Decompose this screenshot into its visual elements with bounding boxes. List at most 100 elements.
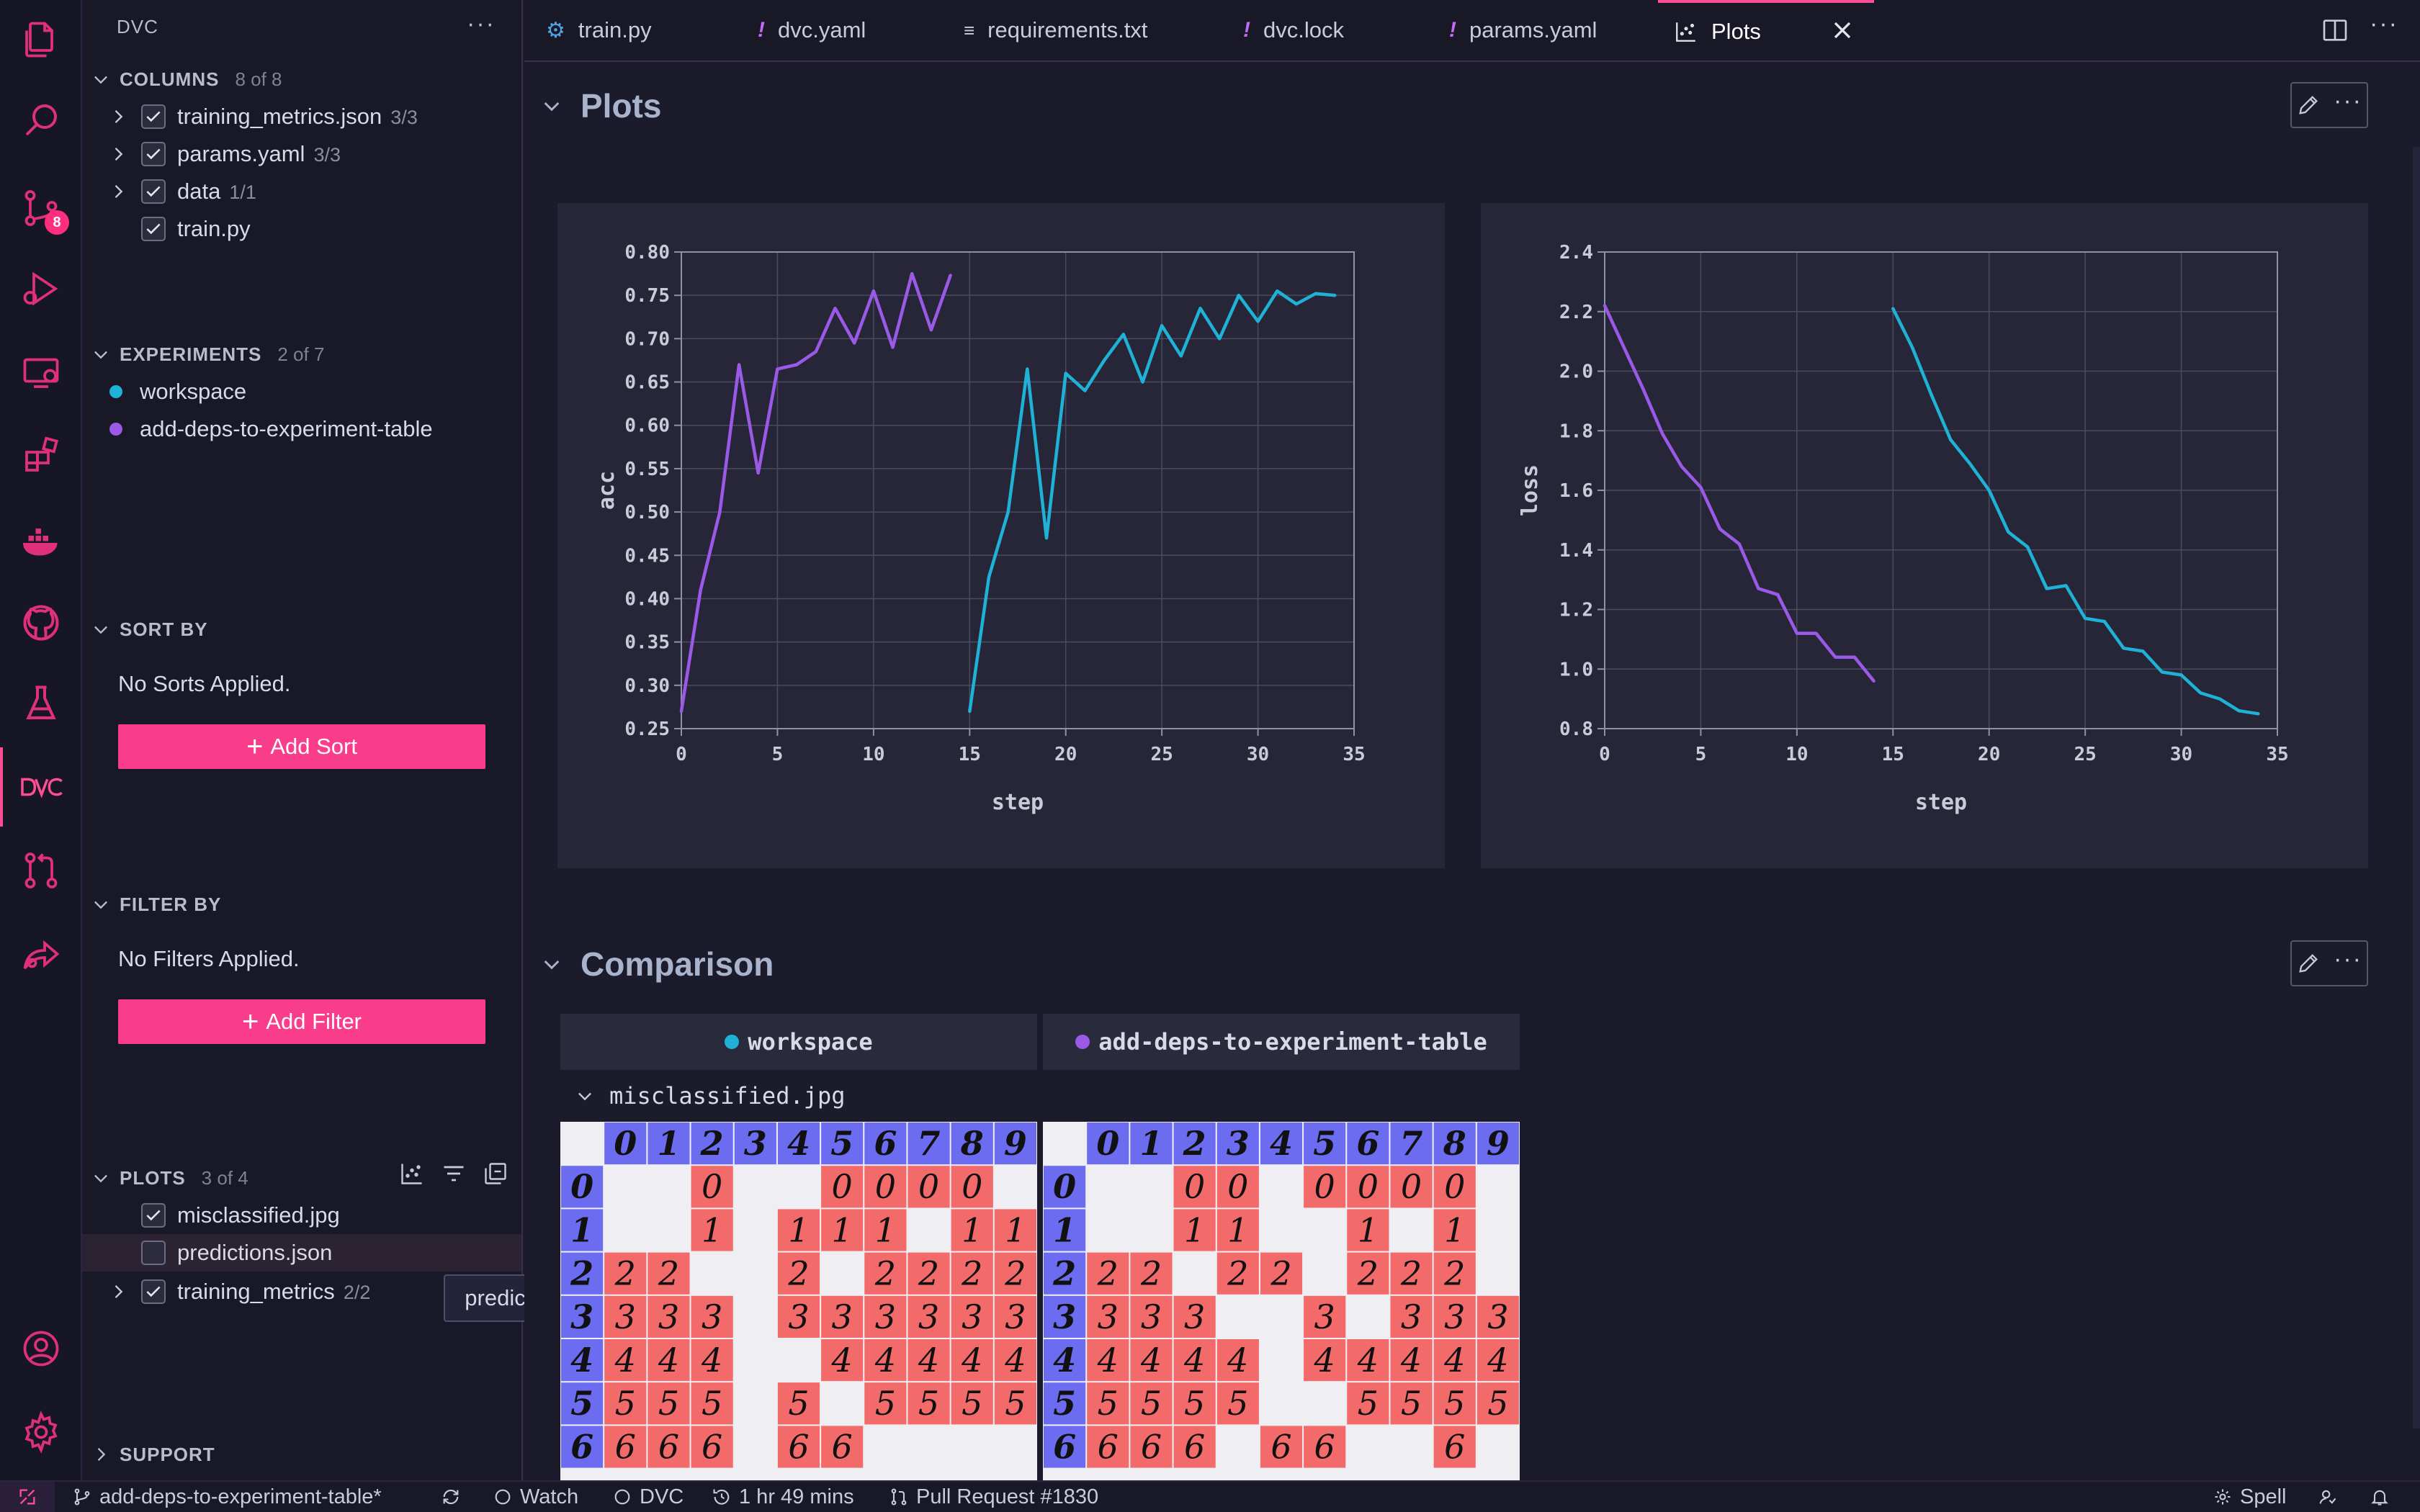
- header-digit: 9: [1487, 1124, 1510, 1163]
- plot-item-count: 2/2: [343, 1282, 371, 1303]
- checkbox-checked[interactable]: [141, 179, 166, 204]
- column-item-data[interactable]: data 1/1: [82, 173, 521, 210]
- comparison-file-row[interactable]: misclassified.jpg: [575, 1074, 846, 1117]
- plots-section-header[interactable]: PLOTS 3 of 4: [91, 1162, 248, 1194]
- misclassified-digit: 0: [1227, 1167, 1248, 1206]
- chevron-right-icon[interactable]: [108, 181, 128, 202]
- row-label-digit: 3: [570, 1297, 593, 1336]
- tab-requirements[interactable]: ≡ requirements.txt: [964, 0, 1147, 60]
- misclassified-digit: 6: [702, 1427, 722, 1466]
- header-cell: [951, 1122, 993, 1165]
- more-actions-icon[interactable]: ···: [2370, 10, 2398, 37]
- chevron-right-icon[interactable]: [108, 1282, 128, 1302]
- sync-icon: [443, 1489, 459, 1505]
- header-cell: [1087, 1122, 1129, 1165]
- collapse-all-icon[interactable]: [483, 1161, 508, 1187]
- branch-status[interactable]: add-deps-to-experiment-table*: [72, 1482, 382, 1512]
- tab-params-yaml[interactable]: ! params.yaml: [1449, 0, 1597, 60]
- comparison-column-experiment[interactable]: add-deps-to-experiment-table: [1043, 1014, 1520, 1070]
- settings-gear-icon[interactable]: [0, 1392, 82, 1472]
- vertical-scrollbar[interactable]: [2413, 147, 2420, 1428]
- checkbox-unchecked[interactable]: [141, 1241, 166, 1265]
- experiments-section-header[interactable]: EXPERIMENTS 2 of 7: [91, 338, 324, 370]
- checkbox-checked[interactable]: [141, 1203, 166, 1228]
- pull-requests-icon[interactable]: [0, 831, 82, 910]
- pull-request-status[interactable]: Pull Request #1830: [889, 1482, 1098, 1512]
- edit-pencil-icon[interactable]: [2296, 951, 2321, 976]
- add-filter-button[interactable]: + Add Filter: [118, 999, 485, 1044]
- sidebar-more-icon[interactable]: ···: [467, 10, 496, 37]
- experiment-item-workspace[interactable]: workspace: [82, 373, 521, 410]
- tab-train-py[interactable]: ⚙ train.py: [546, 0, 652, 60]
- feedback-status[interactable]: [2318, 1482, 2345, 1512]
- misclassified-digit: 5: [875, 1384, 896, 1423]
- scatter-plot-icon[interactable]: [399, 1161, 425, 1187]
- plot-item-training-metrics[interactable]: training_metrics 2/2: [82, 1273, 521, 1310]
- plot-item-label: predictions.json: [177, 1240, 333, 1265]
- sort-section-header[interactable]: SORT BY: [91, 613, 208, 645]
- live-share-icon[interactable]: [0, 914, 82, 994]
- dvc-icon[interactable]: [0, 747, 82, 827]
- header-digit: 1: [1139, 1124, 1162, 1163]
- source-control-icon[interactable]: 8: [0, 168, 82, 248]
- misclassified-cell: [604, 1382, 647, 1425]
- header-cell: [1130, 1122, 1173, 1165]
- column-item-training-metrics[interactable]: training_metrics.json 3/3: [82, 98, 521, 135]
- header-digit: 9: [1004, 1124, 1027, 1163]
- run-debug-icon[interactable]: [0, 249, 82, 328]
- github-icon[interactable]: [0, 583, 82, 662]
- docker-icon[interactable]: [0, 500, 82, 579]
- remote-indicator[interactable]: [0, 1482, 55, 1512]
- split-editor-icon[interactable]: [2321, 16, 2349, 45]
- explorer-icon[interactable]: [0, 0, 82, 79]
- extensions-icon[interactable]: [0, 416, 82, 495]
- dvc-status[interactable]: DVC: [612, 1482, 684, 1512]
- add-sort-button[interactable]: + Add Sort: [118, 724, 485, 769]
- misclassified-cell: [1216, 1252, 1259, 1295]
- experiment-item-add-deps[interactable]: add-deps-to-experiment-table: [82, 410, 521, 448]
- edit-pencil-icon[interactable]: [2296, 93, 2321, 117]
- more-icon[interactable]: ···: [2334, 87, 2362, 114]
- watch-status[interactable]: Watch: [493, 1482, 578, 1512]
- plots-section-title[interactable]: Plots: [540, 86, 661, 125]
- notifications-status[interactable]: [2370, 1482, 2397, 1512]
- account-icon[interactable]: [0, 1309, 82, 1388]
- search-icon[interactable]: [0, 81, 82, 160]
- misclassified-cell: [1304, 1426, 1346, 1468]
- remote-icon: [19, 1489, 35, 1505]
- tab-dvc-yaml[interactable]: ! dvc.yaml: [758, 0, 866, 60]
- spell-status[interactable]: Spell: [2213, 1482, 2287, 1512]
- checkbox-checked[interactable]: [141, 217, 166, 241]
- columns-section-header[interactable]: COLUMNS 8 of 8: [91, 63, 282, 95]
- checkbox-checked[interactable]: [141, 142, 166, 166]
- comparison-section-title[interactable]: Comparison: [540, 945, 774, 984]
- filter-icon[interactable]: [441, 1161, 467, 1187]
- misclassified-digit: 5: [1184, 1384, 1205, 1423]
- x-tick-label: 35: [2266, 744, 2288, 765]
- tab-plots[interactable]: Plots: [1658, 0, 1874, 60]
- plot-item-predictions[interactable]: predictions.json: [82, 1234, 521, 1272]
- chevron-right-icon[interactable]: [108, 107, 128, 127]
- column-item-train-py[interactable]: train.py: [82, 210, 521, 248]
- flask-icon[interactable]: [0, 664, 82, 743]
- support-section-header[interactable]: SUPPORT: [91, 1439, 215, 1470]
- time-status[interactable]: 1 hr 49 mins: [712, 1482, 854, 1512]
- close-icon[interactable]: [1828, 16, 1857, 45]
- checkbox-checked[interactable]: [141, 104, 166, 129]
- misclassified-digit: 0: [1444, 1167, 1465, 1206]
- header-cell: [1476, 1122, 1519, 1165]
- tab-dvc-lock[interactable]: ! dvc.lock: [1243, 0, 1344, 60]
- more-icon[interactable]: ···: [2334, 945, 2362, 973]
- plot-item-misclassified[interactable]: misclassified.jpg: [82, 1197, 521, 1234]
- chevron-right-icon[interactable]: [108, 144, 128, 164]
- misclassified-digit: 5: [1141, 1384, 1162, 1423]
- x-axis-label: step: [1915, 790, 1967, 815]
- chevron-down-icon: [544, 102, 560, 112]
- misclassified-digit: 2: [1140, 1254, 1162, 1293]
- column-item-params[interactable]: params.yaml 3/3: [82, 135, 521, 173]
- filter-section-header[interactable]: FILTER BY: [91, 888, 221, 920]
- remote-explorer-icon[interactable]: [0, 333, 82, 412]
- comparison-column-workspace[interactable]: workspace: [560, 1014, 1037, 1070]
- sync-status[interactable]: [441, 1482, 468, 1512]
- checkbox-checked[interactable]: [141, 1279, 166, 1304]
